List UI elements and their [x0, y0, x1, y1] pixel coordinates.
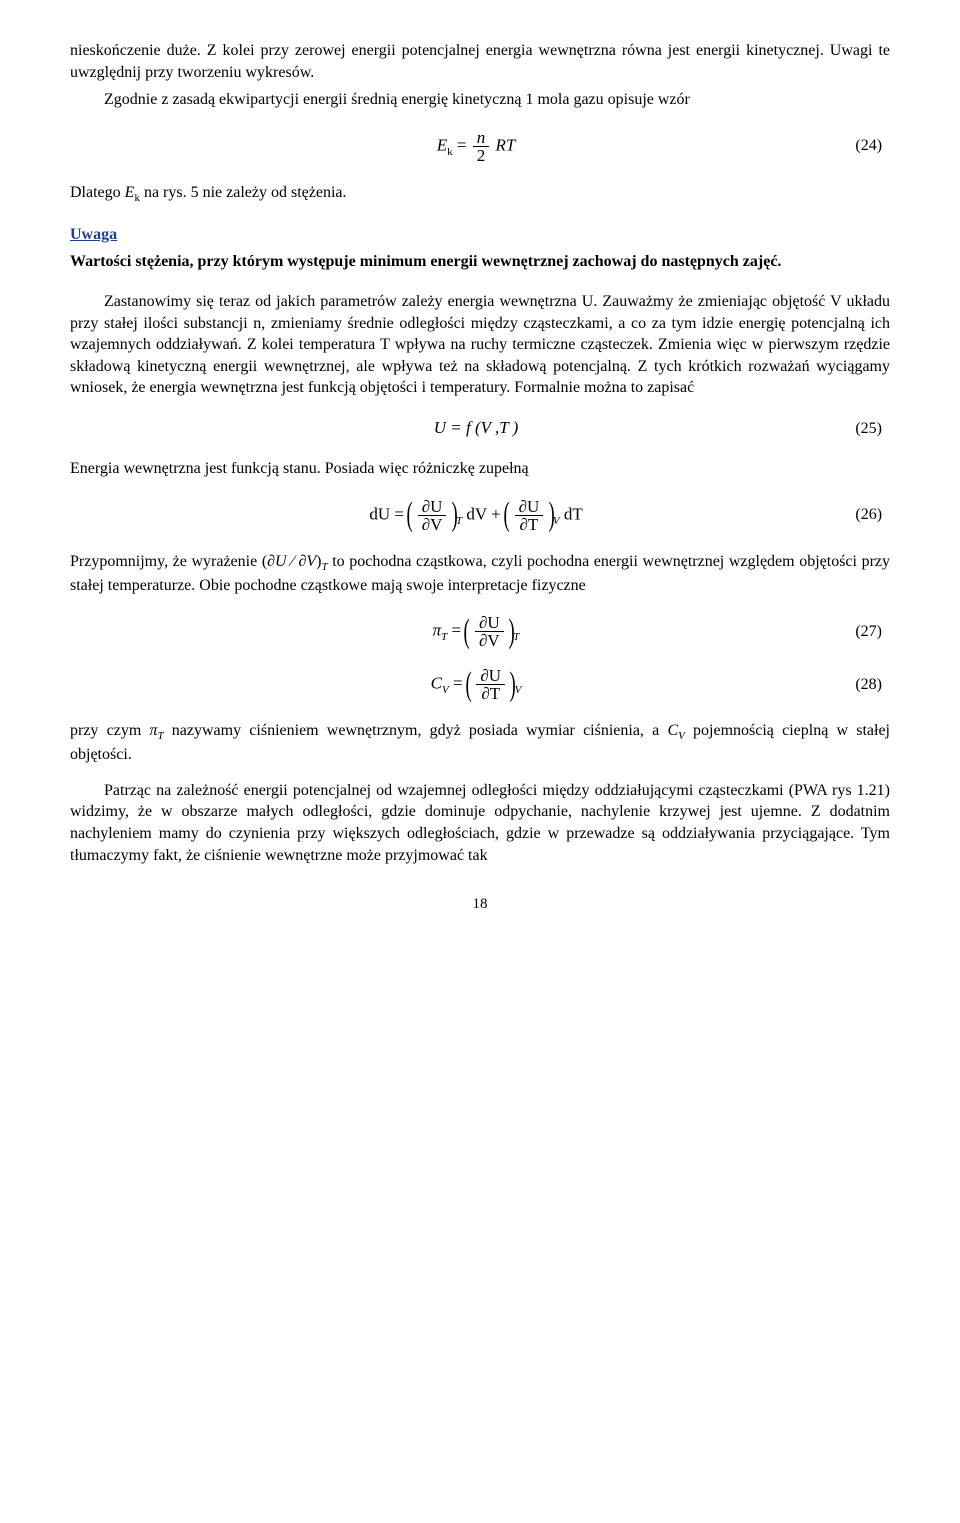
equation-24: Ek = n 2 RT (24) [70, 129, 890, 164]
fraction: ∂U ∂T [476, 667, 505, 702]
denom: ∂T [515, 515, 544, 533]
equation-28: CV = ( ∂U ∂T )V (28) [70, 667, 890, 702]
paragraph: Patrząc na zależność energii potencjalne… [70, 780, 890, 866]
paragraph: Dlatego Ek na rys. 5 nie zależy od stęże… [70, 182, 890, 206]
text: nazywamy ciśnieniem wewnętrznym, gdyż po… [164, 722, 668, 739]
sym: dV [466, 504, 486, 523]
text: Dlatego [70, 184, 125, 201]
numer: ∂U [476, 667, 505, 684]
uwaga-heading: Uwaga [70, 224, 890, 246]
text: Przypomnijmy, że wyrażenie [70, 553, 262, 570]
equation-number: (26) [583, 504, 890, 526]
fraction: ∂U ∂T [515, 498, 544, 533]
sym: dU [369, 504, 390, 523]
equation-body: dU = ( ∂U ∂V )T dV + ( ∂U ∂T )V dT [369, 498, 582, 533]
page-number: 18 [70, 894, 890, 914]
denom: 2 [473, 146, 490, 164]
text: przy czym [70, 722, 149, 739]
equation-number: (28) [521, 674, 890, 696]
sub: V [515, 684, 522, 696]
fraction: n 2 [473, 129, 490, 164]
numer: ∂U [418, 498, 447, 515]
sub: V [678, 730, 685, 742]
sub: T [441, 631, 447, 643]
sym: dT [564, 504, 583, 523]
sym: RT [495, 135, 515, 154]
sym: π [433, 621, 442, 640]
numer: n [473, 129, 490, 146]
uwaga-body: Wartości stężenia, przy którym występuje… [70, 251, 890, 273]
equation-body: CV = ( ∂U ∂T )V [431, 667, 522, 702]
equation-body: U = f (V ,T ) [434, 417, 519, 440]
denom: ∂V [418, 515, 447, 533]
denom: ∂V [475, 631, 504, 649]
paragraph: nieskończenie duże. Z kolei przy zerowej… [70, 40, 890, 83]
equation-body: πT = ( ∂U ∂V )T [433, 614, 520, 649]
sym: C [431, 674, 442, 693]
sub: k [447, 146, 453, 158]
equation-body: Ek = n 2 RT [437, 129, 516, 164]
equation-number: (27) [519, 621, 890, 643]
denom: ∂T [476, 684, 505, 702]
fraction: ∂U ∂V [475, 614, 504, 649]
paragraph: Energia wewnętrzna jest funkcją stanu. P… [70, 458, 890, 480]
equation-26: dU = ( ∂U ∂V )T dV + ( ∂U ∂T )V dT (26) [70, 498, 890, 533]
paragraph: Zgodnie z zasadą ekwipartycji energii śr… [70, 89, 890, 111]
equation-25: U = f (V ,T ) (25) [70, 417, 890, 440]
sym: E [437, 135, 447, 154]
sym: C [667, 722, 678, 739]
numer: ∂U [475, 614, 504, 631]
paragraph: przy czym πT nazywamy ciśnieniem wewnętr… [70, 720, 890, 766]
numer: ∂U [515, 498, 544, 515]
equation-27: πT = ( ∂U ∂V )T (27) [70, 614, 890, 649]
paragraph: Przypomnijmy, że wyrażenie (∂U ⁄ ∂V)T to… [70, 551, 890, 597]
fraction: ∂U ∂V [418, 498, 447, 533]
text: na rys. 5 nie zależy od stężenia. [140, 184, 347, 201]
sub: V [442, 684, 449, 696]
equation-number: (25) [518, 418, 890, 440]
sym: E [125, 184, 135, 201]
equation-number: (24) [515, 135, 890, 157]
sym: ∂U ⁄ ∂V [267, 553, 316, 570]
paragraph: Zastanowimy się teraz od jakich parametr… [70, 291, 890, 399]
